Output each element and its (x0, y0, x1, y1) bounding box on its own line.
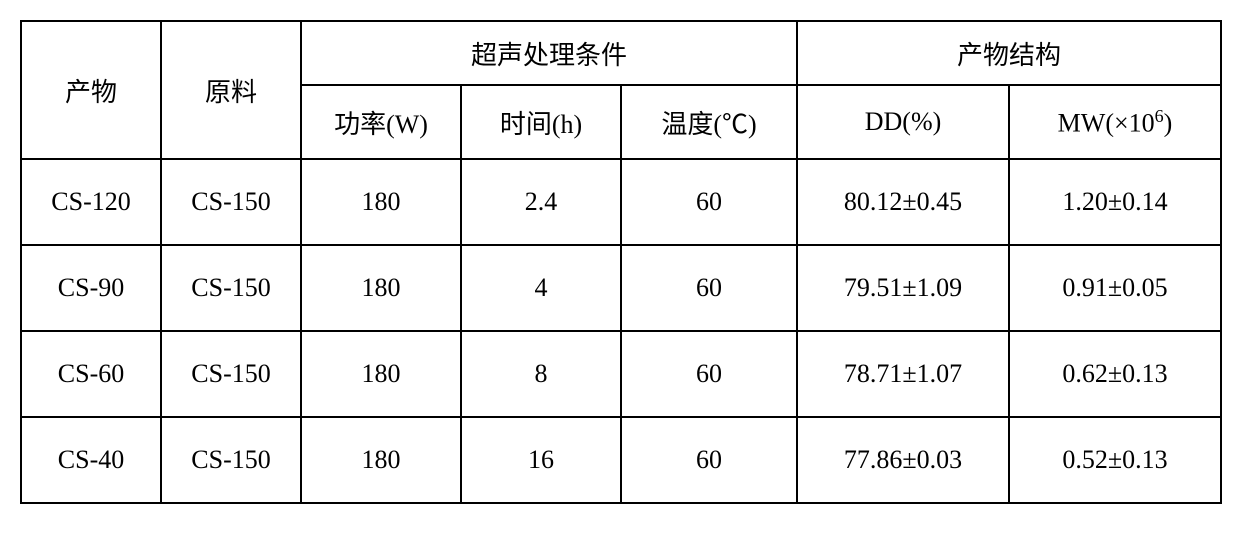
cell-mw: 0.91±0.05 (1009, 245, 1221, 331)
table-header-row-1: 产物 原料 超声处理条件 产物结构 (21, 21, 1221, 85)
table-row: CS-90 CS-150 180 4 60 79.51±1.09 0.91±0.… (21, 245, 1221, 331)
cell-mw: 0.52±0.13 (1009, 417, 1221, 503)
cell-product: CS-60 (21, 331, 161, 417)
cell-temp: 60 (621, 245, 797, 331)
cell-material: CS-150 (161, 159, 301, 245)
cell-dd: 78.71±1.07 (797, 331, 1009, 417)
header-temp: 温度(℃) (621, 85, 797, 159)
cell-temp: 60 (621, 331, 797, 417)
data-table-container: 产物 原料 超声处理条件 产物结构 功率(W) 时间(h) 温度(℃) DD(%… (20, 20, 1220, 504)
header-power: 功率(W) (301, 85, 461, 159)
header-ultrasonic-group: 超声处理条件 (301, 21, 797, 85)
cell-material: CS-150 (161, 331, 301, 417)
header-structure-group: 产物结构 (797, 21, 1221, 85)
cell-product: CS-90 (21, 245, 161, 331)
cell-material: CS-150 (161, 417, 301, 503)
cell-material: CS-150 (161, 245, 301, 331)
cell-mw: 0.62±0.13 (1009, 331, 1221, 417)
cell-time: 2.4 (461, 159, 621, 245)
cell-dd: 80.12±0.45 (797, 159, 1009, 245)
header-material: 原料 (161, 21, 301, 159)
header-mw-prefix: MW(×10 (1058, 108, 1155, 137)
cell-time: 4 (461, 245, 621, 331)
data-table: 产物 原料 超声处理条件 产物结构 功率(W) 时间(h) 温度(℃) DD(%… (20, 20, 1222, 504)
header-mw-exponent: 6 (1155, 106, 1164, 126)
header-dd: DD(%) (797, 85, 1009, 159)
header-time: 时间(h) (461, 85, 621, 159)
cell-power: 180 (301, 417, 461, 503)
table-row: CS-40 CS-150 180 16 60 77.86±0.03 0.52±0… (21, 417, 1221, 503)
cell-dd: 77.86±0.03 (797, 417, 1009, 503)
table-row: CS-60 CS-150 180 8 60 78.71±1.07 0.62±0.… (21, 331, 1221, 417)
header-mw-suffix: ) (1164, 108, 1173, 137)
table-row: CS-120 CS-150 180 2.4 60 80.12±0.45 1.20… (21, 159, 1221, 245)
cell-power: 180 (301, 159, 461, 245)
cell-power: 180 (301, 331, 461, 417)
cell-dd: 79.51±1.09 (797, 245, 1009, 331)
cell-temp: 60 (621, 417, 797, 503)
header-product: 产物 (21, 21, 161, 159)
cell-product: CS-120 (21, 159, 161, 245)
cell-power: 180 (301, 245, 461, 331)
table-body: CS-120 CS-150 180 2.4 60 80.12±0.45 1.20… (21, 159, 1221, 503)
cell-time: 16 (461, 417, 621, 503)
cell-mw: 1.20±0.14 (1009, 159, 1221, 245)
cell-product: CS-40 (21, 417, 161, 503)
cell-time: 8 (461, 331, 621, 417)
header-mw: MW(×106) (1009, 85, 1221, 159)
cell-temp: 60 (621, 159, 797, 245)
